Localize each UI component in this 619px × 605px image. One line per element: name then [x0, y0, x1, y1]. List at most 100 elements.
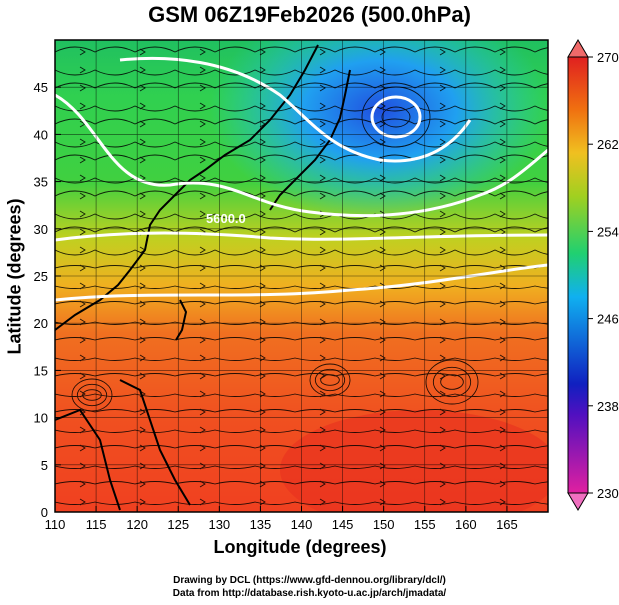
- streamline-arrow: [139, 48, 146, 56]
- streamline-arrow: [79, 300, 86, 308]
- streamline-arrow: [79, 372, 86, 380]
- y-tick-label: 0: [41, 505, 48, 520]
- streamline-arrow: [199, 426, 206, 434]
- streamline-arrow: [139, 462, 146, 470]
- streamline-arrow: [259, 426, 266, 434]
- streamline-arrow: [259, 102, 266, 110]
- streamline-arrow: [199, 480, 206, 488]
- streamline-arrow: [439, 408, 446, 416]
- streamline-arrow: [379, 246, 386, 254]
- streamline-arrow: [379, 174, 386, 182]
- vortex-streamline: [381, 106, 411, 128]
- x-tick-label: 130: [208, 517, 230, 532]
- streamline-arrow: [139, 372, 146, 380]
- streamline-arrow: [499, 426, 506, 434]
- y-tick-label: 15: [34, 363, 48, 378]
- streamline-arrow: [79, 84, 86, 92]
- streamline-arrow: [259, 462, 266, 470]
- streamline-arrow: [319, 138, 326, 146]
- chart-title: GSM 06Z19Feb2026 (500.0hPa): [148, 2, 471, 27]
- streamline-arrow: [379, 372, 386, 380]
- streamline-arrow: [79, 444, 86, 452]
- credit-dcl: Drawing by DCL (https://www.gfd-dennou.o…: [173, 575, 446, 586]
- streamline-arrow: [379, 102, 386, 110]
- streamline-arrow: [439, 156, 446, 164]
- y-tick-label: 45: [34, 80, 48, 95]
- streamline-arrow: [319, 444, 326, 452]
- streamline-arrow: [199, 102, 206, 110]
- streamline: [55, 69, 548, 76]
- vortex-streamline: [76, 383, 108, 407]
- streamline-arrow: [259, 228, 266, 236]
- streamline-arrow: [499, 156, 506, 164]
- x-tick-label: 150: [373, 517, 395, 532]
- streamline-arrow: [379, 300, 386, 308]
- streamline-arrow: [199, 84, 206, 92]
- vortex-streamline: [440, 374, 464, 390]
- vortex-streamline: [432, 366, 472, 398]
- streamline-arrow: [139, 66, 146, 74]
- colorbar: 230 238 246 254 262 270: [567, 39, 619, 511]
- streamline-arrow: [319, 264, 326, 272]
- streamline-arrow: [199, 318, 206, 326]
- streamline-arrow: [79, 480, 86, 488]
- streamline-arrow: [439, 48, 446, 56]
- streamline-arrow: [79, 426, 86, 434]
- map-field: 5600.0: [55, 40, 548, 512]
- streamline-arrow: [259, 246, 266, 254]
- x-tick-label: 160: [455, 517, 477, 532]
- colorbar-tick-label: 230: [597, 486, 619, 501]
- streamline-arrow: [79, 390, 86, 398]
- streamline-arrow: [139, 426, 146, 434]
- streamline-arrow: [139, 282, 146, 290]
- streamline-arrow: [79, 354, 86, 362]
- contour-label: 5600.0: [206, 211, 246, 226]
- streamline-arrow: [139, 318, 146, 326]
- streamline-arrow: [439, 138, 446, 146]
- streamline-arrow: [199, 498, 206, 506]
- y-tick-label: 40: [34, 127, 48, 142]
- streamline-arrow: [79, 66, 86, 74]
- streamline-arrow: [379, 48, 386, 56]
- streamline-arrow: [259, 210, 266, 218]
- streamline-arrow: [259, 444, 266, 452]
- streamline-arrow: [199, 246, 206, 254]
- streamline-arrow: [199, 300, 206, 308]
- streamline-arrow: [379, 480, 386, 488]
- colorbar-tick-label: 246: [597, 312, 619, 327]
- colorbar-tick-label: 254: [597, 224, 619, 239]
- streamline-arrow: [79, 102, 86, 110]
- streamline-arrow: [199, 192, 206, 200]
- streamline-arrow: [439, 120, 446, 128]
- x-tick-label: 155: [414, 517, 436, 532]
- streamline-arrow: [319, 336, 326, 344]
- x-tick-label: 125: [167, 517, 189, 532]
- streamline-arrow: [79, 318, 86, 326]
- x-axis-label: Longitude (degrees): [213, 537, 387, 557]
- streamline: [55, 393, 548, 397]
- vortex-streamline: [309, 363, 351, 397]
- streamline-arrow: [259, 390, 266, 398]
- streamline-arrow: [199, 390, 206, 398]
- streamline-arrow: [499, 480, 506, 488]
- streamline-arrow: [319, 498, 326, 506]
- y-tick-label: 25: [34, 269, 48, 284]
- streamline-arrow: [79, 138, 86, 146]
- streamline-arrow: [199, 138, 206, 146]
- streamline-arrow: [499, 84, 506, 92]
- streamline-arrow: [319, 480, 326, 488]
- streamline-arrow: [139, 264, 146, 272]
- streamline-arrow: [199, 444, 206, 452]
- streamline-arrow: [439, 318, 446, 326]
- streamline-arrow: [499, 408, 506, 416]
- x-tick-label: 120: [126, 517, 148, 532]
- streamline: [55, 481, 548, 485]
- streamline-arrow: [139, 408, 146, 416]
- vortex-streamline: [320, 374, 340, 386]
- streamline-arrow: [439, 480, 446, 488]
- streamline-arrow: [199, 48, 206, 56]
- colorbar-tick-label: 238: [597, 399, 619, 414]
- streamline-arrow: [139, 300, 146, 308]
- streamline-arrow: [199, 336, 206, 344]
- x-tick-label: 115: [86, 517, 107, 532]
